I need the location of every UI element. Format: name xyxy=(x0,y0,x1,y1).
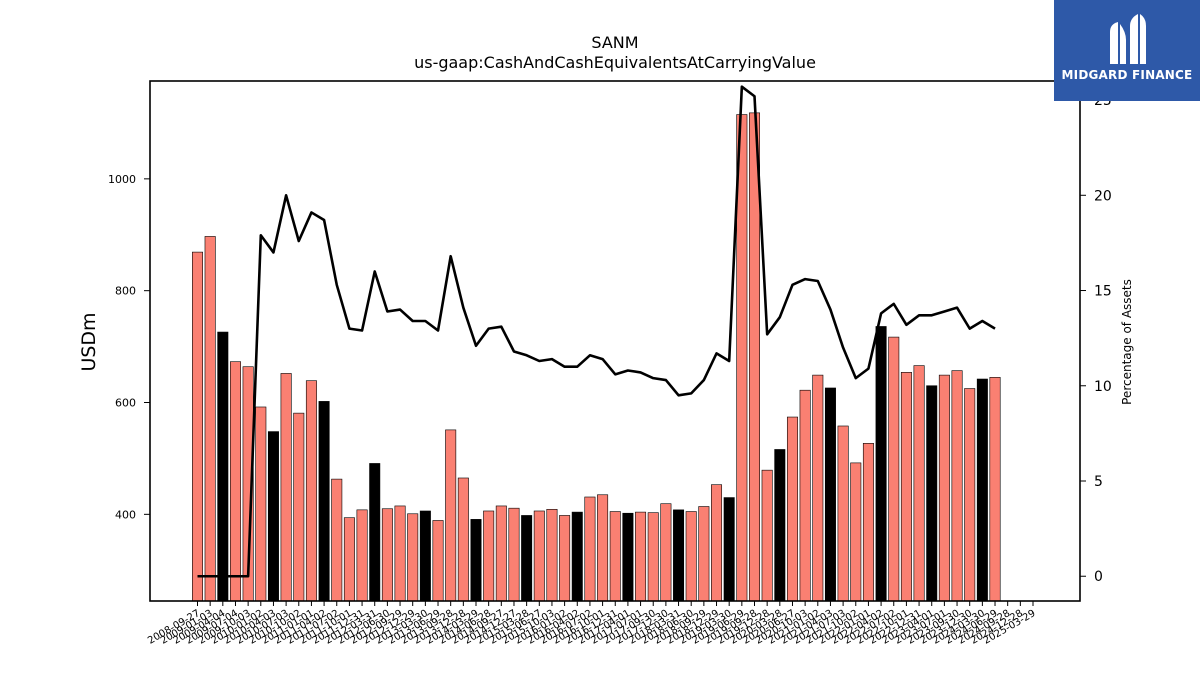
y2-tick-label: 15 xyxy=(1094,284,1112,300)
x-axis: 2008-09-272009-01-032009-04-042009-07-04… xyxy=(146,601,1038,647)
bar xyxy=(495,505,507,602)
bar xyxy=(976,378,988,602)
bar xyxy=(470,519,482,602)
y-tick-label: 600 xyxy=(115,397,136,410)
bar xyxy=(204,236,216,602)
y-axis-label: USDm xyxy=(78,312,100,371)
y-tick-label: 400 xyxy=(115,508,136,521)
bar xyxy=(331,478,343,602)
bar xyxy=(457,477,469,602)
bar-series xyxy=(192,112,1001,602)
bar xyxy=(381,508,393,602)
y2-tick-label: 0 xyxy=(1094,569,1103,585)
bar xyxy=(559,515,571,602)
y-tick-label: 1000 xyxy=(108,173,136,186)
bar xyxy=(229,361,241,602)
bar xyxy=(786,416,798,602)
bar xyxy=(660,503,672,602)
bar xyxy=(394,505,406,602)
bar xyxy=(508,507,520,602)
bar xyxy=(951,370,963,602)
bar xyxy=(571,511,583,602)
y2-tick-label: 10 xyxy=(1094,379,1112,395)
bar xyxy=(685,511,697,602)
bar xyxy=(419,510,431,602)
bar xyxy=(255,406,267,602)
bar xyxy=(318,401,330,602)
bar xyxy=(837,425,849,602)
bar xyxy=(711,484,723,602)
bar xyxy=(850,462,862,602)
bar xyxy=(723,497,735,602)
bar xyxy=(989,377,1001,602)
bar xyxy=(774,449,786,602)
bar xyxy=(305,380,317,602)
bar xyxy=(964,388,976,602)
bar xyxy=(192,251,203,602)
bar xyxy=(217,331,229,602)
bar xyxy=(875,326,887,602)
bar xyxy=(369,463,381,602)
bar xyxy=(356,509,368,602)
bar xyxy=(407,513,419,602)
y-axis-left: 400 600 800 1000 xyxy=(108,173,150,521)
bar xyxy=(926,385,938,602)
bar xyxy=(343,517,355,602)
bar xyxy=(584,496,596,602)
percentage-line xyxy=(197,85,996,578)
bar xyxy=(888,336,900,602)
y2-tick-label: 20 xyxy=(1094,188,1112,204)
bar xyxy=(938,374,950,602)
percentage-line-series xyxy=(197,85,996,578)
bar xyxy=(900,372,912,602)
bar xyxy=(267,431,279,602)
bar xyxy=(799,389,811,602)
bar xyxy=(445,429,457,602)
chart-subtitle: us-gaap:CashAndCashEquivalentsAtCarrying… xyxy=(414,53,816,72)
bar xyxy=(483,510,495,602)
y-tick-label: 800 xyxy=(115,285,136,298)
bar xyxy=(293,412,305,602)
bar xyxy=(673,509,685,602)
bar xyxy=(622,512,634,602)
bar xyxy=(635,511,647,602)
chart-title: SANM xyxy=(591,33,639,52)
bar xyxy=(432,520,444,602)
bar xyxy=(546,508,558,602)
bar xyxy=(647,512,659,602)
brand-logo-text: MIDGARD FINANCE xyxy=(1061,68,1193,82)
y2-axis-label: Percentage of Assets xyxy=(1120,279,1134,405)
bar xyxy=(533,510,545,602)
bar xyxy=(280,373,292,602)
brand-mark-icon xyxy=(1110,14,1146,64)
bar xyxy=(521,515,533,602)
bar xyxy=(698,506,710,602)
bar xyxy=(761,469,773,602)
y2-tick-label: 5 xyxy=(1094,474,1103,490)
bar xyxy=(824,387,836,602)
bar xyxy=(862,443,874,602)
brand-logo: MIDGARD FINANCE xyxy=(1054,0,1200,101)
bar xyxy=(609,511,621,602)
bar xyxy=(913,365,925,602)
bar xyxy=(812,374,824,602)
bar xyxy=(597,494,609,602)
